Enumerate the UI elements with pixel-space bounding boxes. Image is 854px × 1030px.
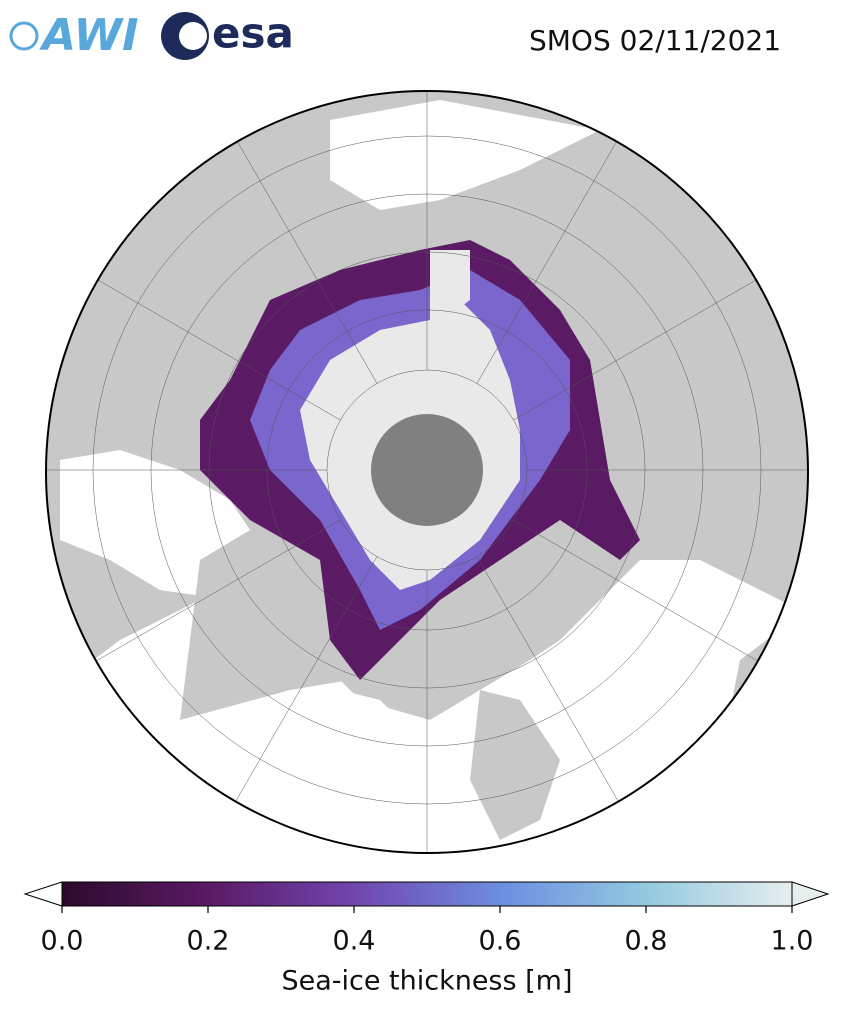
colorbar-under: [23, 881, 63, 907]
colorbar-tick-label: 0.6: [479, 926, 522, 957]
colorbar-tick-label: 0.2: [187, 926, 230, 957]
meridian: [476, 123, 628, 384]
colorbar-tick-label: 0.0: [41, 926, 84, 957]
meridian: [513, 519, 774, 671]
meridian: [80, 519, 341, 671]
awi-logo: AWI: [9, 10, 139, 61]
colorbar-label: Sea-ice thickness [m]: [281, 966, 572, 997]
pole-hole: [371, 414, 483, 526]
colorbar-tick-label: 0.4: [333, 926, 376, 957]
colorbar-tick-label: 0.8: [625, 926, 668, 957]
graticule: [46, 91, 808, 853]
greenland: [180, 530, 350, 720]
sea-ice-thick-pacific: [430, 250, 470, 330]
meridian: [226, 556, 378, 817]
colorbar-over: [791, 881, 830, 907]
map-border: [45, 90, 809, 854]
esa-icon-inner: [179, 22, 207, 50]
map-title: SMOS 02/11/2021: [529, 24, 781, 57]
meridian: [476, 556, 628, 817]
awi-icon: [9, 21, 39, 51]
awi-logo-text: AWI: [39, 10, 139, 61]
esa-logo: esa: [161, 9, 294, 60]
scandinavia: [470, 690, 560, 840]
meridian: [80, 269, 341, 421]
colorbar: Sea-ice thickness [m] 0.0 0.2 0.4 0.6 0.8 1.0: [23, 881, 830, 997]
map: [46, 91, 808, 853]
colorbar-tick-label: 1.0: [771, 926, 814, 957]
colorbar-gradient: [61, 881, 793, 907]
meridian: [226, 123, 378, 384]
esa-logo-text: esa: [212, 9, 294, 58]
pacific-ocean: [330, 100, 600, 210]
meridian: [513, 269, 774, 421]
